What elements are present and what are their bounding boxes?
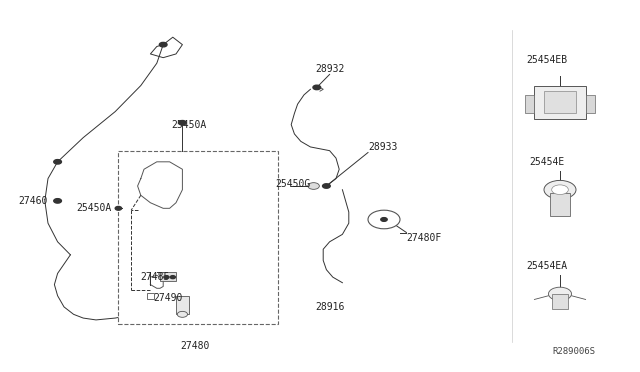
Text: R289006S: R289006S xyxy=(552,347,595,356)
Circle shape xyxy=(177,311,188,317)
Text: 28933: 28933 xyxy=(368,142,397,152)
Circle shape xyxy=(552,185,568,195)
Circle shape xyxy=(179,121,186,125)
Circle shape xyxy=(381,218,387,221)
Text: 25454E: 25454E xyxy=(529,157,565,167)
Circle shape xyxy=(115,206,122,210)
Bar xyxy=(586,95,595,113)
Bar xyxy=(544,91,576,113)
Bar xyxy=(534,86,586,119)
Text: 25450G: 25450G xyxy=(275,179,310,189)
Circle shape xyxy=(313,85,321,90)
Text: 25450A: 25450A xyxy=(77,203,112,213)
Circle shape xyxy=(323,184,330,188)
Bar xyxy=(550,193,570,216)
Text: 25454EA: 25454EA xyxy=(527,261,568,271)
Circle shape xyxy=(54,199,61,203)
Circle shape xyxy=(164,276,169,279)
Text: 28932: 28932 xyxy=(315,64,344,74)
Bar xyxy=(525,95,534,113)
Text: 27480F: 27480F xyxy=(406,233,442,243)
Circle shape xyxy=(308,183,319,189)
Bar xyxy=(176,296,189,314)
Bar xyxy=(147,293,154,299)
Circle shape xyxy=(54,160,61,164)
Circle shape xyxy=(368,210,400,229)
Text: 27490: 27490 xyxy=(153,293,182,302)
Text: 25454EB: 25454EB xyxy=(527,55,568,64)
Text: 27480: 27480 xyxy=(180,341,210,351)
Circle shape xyxy=(170,276,175,279)
Bar xyxy=(118,151,278,324)
Circle shape xyxy=(159,42,167,47)
Circle shape xyxy=(544,180,576,199)
Bar xyxy=(160,272,176,281)
Text: 25450A: 25450A xyxy=(171,120,207,129)
Bar xyxy=(552,294,568,309)
Text: 28916: 28916 xyxy=(315,302,344,312)
Text: 27460: 27460 xyxy=(19,196,48,206)
Text: 27485: 27485 xyxy=(140,272,170,282)
Circle shape xyxy=(548,287,572,301)
